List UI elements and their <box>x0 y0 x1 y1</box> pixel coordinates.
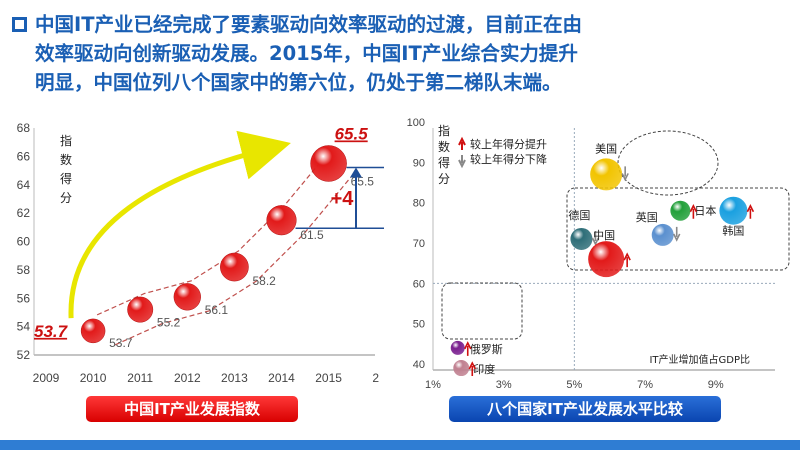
country-bubble <box>590 158 623 191</box>
x-tick-label: 5% <box>566 379 582 391</box>
heading-line-1: 中国IT产业已经完成了要素驱动向效率驱动的过渡，目前正在由 <box>35 13 583 36</box>
data-point-bubble <box>80 318 106 344</box>
data-point-bubble <box>173 283 201 311</box>
footer-bar <box>0 440 800 450</box>
trend-up-icon <box>689 203 698 219</box>
legend-up-label: 较上年得分提升 <box>470 137 547 151</box>
right-chart-caption: 八个国家IT产业发展水平比较 <box>449 396 721 422</box>
y-tick-label: 64 <box>17 178 31 192</box>
y-tick-label: 100 <box>407 117 425 129</box>
x-tick-label: 2009 <box>33 371 60 385</box>
trend-up-icon <box>746 203 755 219</box>
y-axis-label-char: 分 <box>60 191 72 205</box>
y-tick-label: 54 <box>17 320 31 334</box>
y-axis-label-char: 数 <box>438 139 450 154</box>
x-tick-label: 2010 <box>80 371 107 385</box>
y-axis-label-char: 指 <box>438 123 450 138</box>
country-label: 美国 <box>595 142 617 155</box>
end-value-callout: 65.5 <box>335 124 369 143</box>
y-axis-label-char: 得 <box>60 171 72 186</box>
trend-down-icon <box>672 226 681 242</box>
country-label: 英国 <box>636 210 658 224</box>
trend-up-icon <box>464 341 472 356</box>
heading-line-3: 明显，中国位列八个国家中的第六位，仍处于第二梯队末端。 <box>35 71 562 94</box>
country-label: 韩国 <box>722 224 744 238</box>
x-tick-label: 9% <box>708 379 724 391</box>
data-point-bubble <box>220 252 249 282</box>
y-axis-label-char: 数 <box>60 152 72 167</box>
y-axis-label-char: 得 <box>438 155 450 170</box>
data-point-label: 61.5 <box>300 228 324 242</box>
x-tick-label: 3% <box>496 379 512 391</box>
y-tick-label: 80 <box>413 198 425 210</box>
data-point-bubble <box>310 145 347 182</box>
trend-up-icon <box>468 361 476 377</box>
delta-arrow-icon <box>350 167 362 178</box>
y-tick-label: 40 <box>413 359 425 371</box>
data-point-label: 58.2 <box>253 274 277 288</box>
heading-line-2: 效率驱动向创新驱动发展。2015年，中国IT产业综合实力提升 <box>35 42 578 65</box>
y-tick-label: 60 <box>17 235 31 249</box>
growth-arrow-icon <box>68 130 291 319</box>
x-tick-label: 1% <box>425 379 441 391</box>
y-tick-label: 52 <box>17 348 31 362</box>
country-label: 中国 <box>593 229 615 242</box>
trend-down-icon <box>591 230 600 246</box>
tier1-group-outline <box>617 130 719 196</box>
y-tick-label: 50 <box>413 319 425 331</box>
x-tick-label: 2011 <box>127 371 153 385</box>
country-label: 俄罗斯 <box>470 343 503 356</box>
y-tick-label: 90 <box>413 157 425 169</box>
start-value-callout: 53.7 <box>34 322 69 341</box>
trend-band-upper <box>96 147 334 316</box>
left-chart-caption: 中国IT产业发展指数 <box>86 396 298 422</box>
country-bubble <box>651 223 674 246</box>
trend-down-icon <box>621 166 629 182</box>
data-point-bubble <box>266 205 297 236</box>
data-point-label: 53.7 <box>109 336 133 350</box>
y-tick-label: 56 <box>17 291 31 305</box>
y-axis-label-char: 分 <box>438 172 450 186</box>
x-tick-label: 2 <box>372 371 379 385</box>
x-tick-label: 2014 <box>268 371 295 385</box>
square-bullet-icon <box>12 17 27 32</box>
country-bubble <box>453 360 470 377</box>
country-label: 德国 <box>568 208 590 222</box>
page-heading: 中国IT产业已经完成了要素驱动向效率驱动的过渡，目前正在由 效率驱动向创新驱动发… <box>12 10 792 97</box>
country-bubble <box>570 227 593 250</box>
y-tick-label: 66 <box>17 149 31 163</box>
delta-label: +4 <box>331 188 355 210</box>
data-point-label: 56.1 <box>205 303 229 317</box>
x-axis-label: IT产业增加值占GDP比 <box>649 353 750 366</box>
y-tick-label: 58 <box>17 263 31 277</box>
trend-down-icon <box>458 155 466 169</box>
x-tick-label: 7% <box>637 379 653 391</box>
tier3-group-outline <box>441 282 523 340</box>
country-bubble <box>450 340 465 355</box>
trend-up-icon <box>458 136 466 150</box>
data-point-bubble <box>127 296 154 323</box>
y-tick-label: 62 <box>17 206 31 220</box>
trend-band-lower <box>114 177 352 346</box>
y-tick-label: 60 <box>413 278 425 290</box>
country-bubble <box>670 200 691 221</box>
y-tick-label: 68 <box>17 121 31 135</box>
country-label: 日本 <box>694 204 716 218</box>
country-bubble <box>588 241 625 278</box>
x-tick-label: 2013 <box>221 371 248 385</box>
x-tick-label: 2012 <box>174 371 201 385</box>
country-bubble <box>719 196 748 225</box>
legend-down-label: 较上年得分下降 <box>470 152 547 166</box>
data-point-label: 55.2 <box>157 315 181 329</box>
x-tick-label: 2015 <box>315 371 342 385</box>
development-index-chart: 52 54 56 58 60 62 64 66 68 2009 2010 2011 2012 2013 20… <box>17 121 384 385</box>
y-axis-label-char: 指 <box>60 133 72 148</box>
trend-up-icon <box>623 252 631 268</box>
y-tick-label: 70 <box>413 238 425 250</box>
country-label: 印度 <box>473 362 495 376</box>
tier2-group-outline <box>566 187 790 271</box>
